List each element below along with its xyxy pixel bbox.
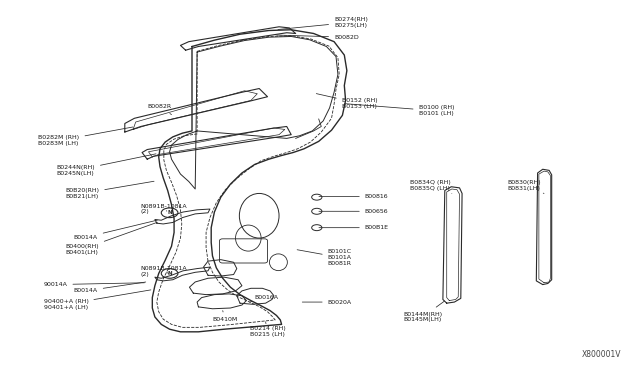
Text: B0016A: B0016A — [250, 295, 279, 302]
Text: B0144M(RH)
B0145M(LH): B0144M(RH) B0145M(LH) — [403, 301, 444, 323]
Text: B0410M: B0410M — [212, 311, 237, 323]
Text: N: N — [167, 210, 172, 215]
Text: B0100 (RH)
B0101 (LH): B0100 (RH) B0101 (LH) — [344, 104, 454, 116]
Text: N: N — [167, 271, 172, 276]
Text: B0014A: B0014A — [74, 220, 157, 240]
Text: B0282M (RH)
B0283M (LH): B0282M (RH) B0283M (LH) — [38, 127, 133, 146]
Text: B0274(RH)
B0275(LH): B0274(RH) B0275(LH) — [278, 17, 368, 29]
Text: N0891B-1081A
(2): N0891B-1081A (2) — [141, 266, 188, 277]
Text: B0082R: B0082R — [147, 104, 172, 115]
Text: B0014A: B0014A — [74, 282, 146, 294]
Text: B0400(RH)
B0401(LH): B0400(RH) B0401(LH) — [65, 222, 157, 255]
Text: X800001V: X800001V — [581, 350, 621, 359]
Text: B00656: B00656 — [319, 209, 388, 214]
Text: B0082D: B0082D — [276, 35, 359, 40]
Text: B0244N(RH)
B0245N(LH): B0244N(RH) B0245N(LH) — [56, 154, 156, 176]
Text: B0830(RH)
B0831(LH): B0830(RH) B0831(LH) — [507, 180, 544, 193]
Text: B0020A: B0020A — [302, 299, 352, 305]
Text: B0834Q (RH)
B0835Q (LH): B0834Q (RH) B0835Q (LH) — [410, 180, 452, 193]
Text: B00816: B00816 — [319, 194, 388, 199]
Text: B00B1E: B00B1E — [319, 225, 388, 230]
Text: 90400+A (RH)
90401+A (LH): 90400+A (RH) 90401+A (LH) — [44, 290, 151, 310]
Text: B0101C
B0101A
B0081R: B0101C B0101A B0081R — [297, 249, 352, 266]
Text: 90014A: 90014A — [44, 282, 145, 287]
Text: B0214 (RH)
B0215 (LH): B0214 (RH) B0215 (LH) — [250, 322, 285, 337]
Text: B0152 (RH)
B0153 (LH): B0152 (RH) B0153 (LH) — [316, 94, 378, 109]
Text: B0B20(RH)
B0B21(LH): B0B20(RH) B0B21(LH) — [65, 181, 154, 199]
Text: N0891B-1081A
(2): N0891B-1081A (2) — [141, 203, 188, 215]
